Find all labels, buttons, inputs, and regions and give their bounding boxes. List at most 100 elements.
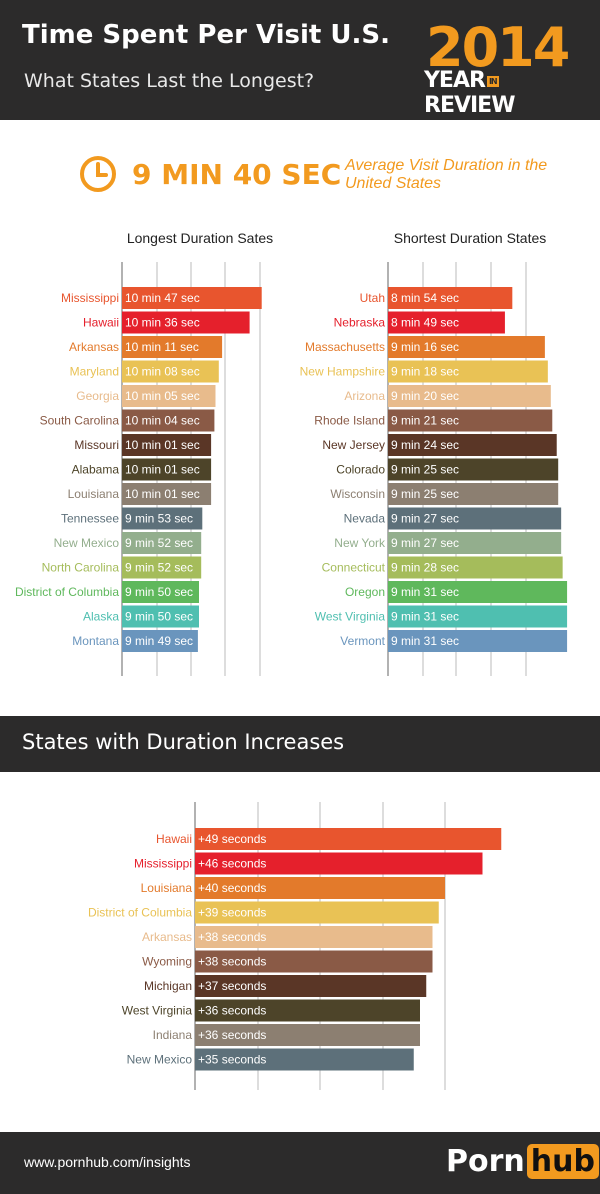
shortest-category-label: Oregon (345, 585, 385, 599)
longest-category-label: South Carolina (40, 414, 120, 428)
longest-bar (122, 360, 219, 383)
shortest-bar (388, 507, 562, 530)
longest-category-label: Arkansas (69, 340, 119, 354)
shortest-bar (388, 311, 505, 334)
increases-value-label: +37 seconds (198, 979, 266, 993)
shortest-bar (388, 458, 559, 481)
longest-bar (122, 434, 212, 456)
longest-bar (122, 630, 198, 652)
increases-category-label: Wyoming (142, 955, 192, 969)
page-subtitle: What States Last the Longest? (24, 70, 315, 92)
shortest-bar (388, 336, 545, 358)
longest-bar (122, 385, 216, 407)
shortest-category-label: Utah (360, 291, 385, 305)
longest-value-label: 9 min 50 sec (125, 585, 193, 599)
shortest-bar (388, 385, 551, 407)
shortest-title: Shortest Duration States (394, 230, 547, 246)
increases-value-label: +38 seconds (198, 930, 266, 944)
shortest-bar (388, 556, 563, 579)
longest-category-label: Missouri (74, 438, 119, 452)
shortest-bar (388, 434, 557, 456)
header-banner: Time Spent Per Visit U.S. What States La… (0, 0, 600, 120)
shortest-bar (388, 287, 513, 309)
shortest-category-label: Nevada (344, 512, 386, 526)
shortest-bar (388, 630, 568, 652)
shortest-bar (388, 409, 553, 432)
longest-category-label: Hawaii (83, 316, 119, 330)
year-review-label: YEAR IN REVIEW (424, 68, 585, 118)
shortest-value-label: 9 min 25 sec (391, 463, 459, 477)
shortest-category-label: New Hampshire (300, 365, 386, 379)
longest-category-label: Louisiana (68, 487, 120, 501)
longest-value-label: 9 min 49 sec (125, 634, 193, 648)
increases-bar (195, 950, 433, 973)
shortest-category-label: Massachusetts (305, 340, 385, 354)
longest-value-label: 9 min 50 sec (125, 610, 193, 624)
shortest-category-label: New Jersey (322, 438, 385, 452)
average-duration-callout: 9 MIN 40 SEC Average Visit Duration in t… (78, 150, 548, 200)
increases-bar (195, 999, 420, 1022)
longest-bar (122, 556, 202, 579)
longest-value-label: 10 min 08 sec (125, 365, 200, 379)
longest-bar (122, 336, 223, 358)
shortest-value-label: 9 min 27 sec (391, 536, 459, 550)
increases-value-label: +38 seconds (198, 955, 266, 969)
longest-category-label: North Carolina (42, 561, 120, 575)
longest-value-label: 10 min 01 sec (125, 487, 200, 501)
shortest-category-label: West Virginia (315, 610, 386, 624)
shortest-value-label: 9 min 18 sec (391, 365, 459, 379)
increases-category-label: Arkansas (142, 930, 192, 944)
longest-bar (122, 605, 199, 628)
longest-bar (122, 287, 262, 309)
clock-icon (80, 156, 116, 192)
increases-bar (195, 877, 445, 899)
increases-category-label: Michigan (144, 979, 192, 993)
increases-bar (195, 901, 439, 924)
shortest-value-label: 9 min 31 sec (391, 585, 459, 599)
average-duration-value: 9 MIN 40 SEC (132, 158, 342, 191)
shortest-category-label: New York (334, 536, 386, 550)
year-in-review-badge: 2014 YEAR IN REVIEW (420, 16, 585, 118)
shortest-value-label: 8 min 49 sec (391, 316, 459, 330)
shortest-value-label: 9 min 20 sec (391, 389, 459, 403)
increases-value-label: +40 seconds (198, 881, 266, 895)
footer-url[interactable]: www.pornhub.com/insights (24, 1154, 191, 1170)
shortest-value-label: 9 min 21 sec (391, 414, 459, 428)
shortest-category-label: Nebraska (334, 316, 386, 330)
shortest-bar (388, 532, 562, 554)
longest-value-label: 9 min 53 sec (125, 512, 193, 526)
longest-category-label: New Mexico (54, 536, 120, 550)
longest-bar (122, 483, 212, 505)
increases-category-label: West Virginia (122, 1004, 193, 1018)
increases-category-label: District of Columbia (88, 906, 192, 920)
shortest-value-label: 9 min 24 sec (391, 438, 459, 452)
increases-value-label: +36 seconds (198, 1028, 266, 1042)
longest-category-label: Maryland (70, 365, 119, 379)
year-word: YEAR (424, 68, 486, 93)
page-title: Time Spent Per Visit U.S. (22, 20, 390, 50)
logo-left-text: Porn (446, 1144, 525, 1179)
longest-bar (122, 581, 199, 603)
longest-bar (122, 507, 203, 530)
shortest-category-label: Connecticut (322, 561, 386, 575)
longest-bar (122, 458, 212, 481)
increases-bar (195, 1048, 414, 1071)
shortest-category-label: Rhode Island (314, 414, 385, 428)
shortest-category-label: Vermont (340, 634, 385, 648)
increases-value-label: +49 seconds (198, 832, 266, 846)
section-banner: States with Duration Increases (0, 716, 600, 772)
longest-value-label: 10 min 11 sec (125, 340, 199, 354)
year-label: 2014 (426, 16, 570, 79)
increases-bar (195, 975, 427, 997)
increases-value-label: +36 seconds (198, 1004, 266, 1018)
increases-category-label: Mississippi (134, 857, 192, 871)
shortest-value-label: 9 min 27 sec (391, 512, 459, 526)
shortest-bar (388, 483, 559, 505)
longest-value-label: 9 min 52 sec (125, 561, 193, 575)
increases-value-label: +39 seconds (198, 906, 266, 920)
increases-bar (195, 828, 502, 850)
longest-value-label: 9 min 52 sec (125, 536, 193, 550)
shortest-value-label: 9 min 31 sec (391, 610, 459, 624)
longest-category-label: Mississippi (61, 291, 119, 305)
